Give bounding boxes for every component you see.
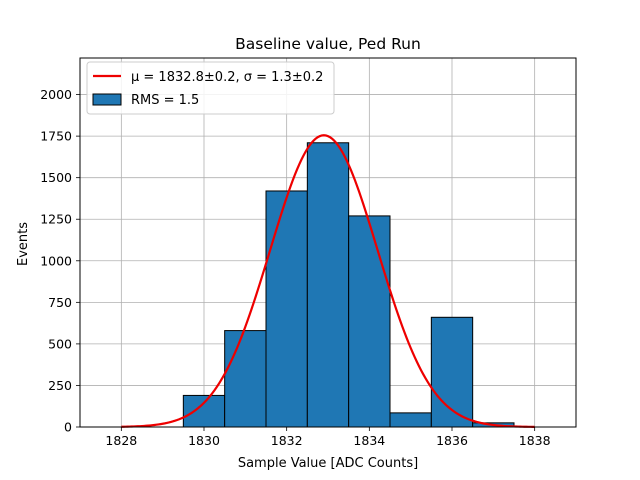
y-tick-label: 750 bbox=[48, 295, 72, 310]
y-tick-label: 1250 bbox=[40, 212, 72, 227]
y-tick-label: 2000 bbox=[40, 87, 72, 102]
histogram-bars bbox=[182, 142, 515, 428]
legend-box bbox=[86, 61, 335, 115]
gaussian-fit-curve bbox=[121, 134, 535, 428]
legend-histogram-swatch bbox=[92, 93, 122, 106]
x-tick-label: 1836 bbox=[436, 433, 468, 448]
y-tick-label: 1000 bbox=[40, 253, 72, 268]
legend-fit-label: μ = 1832.8±0.2, σ = 1.3±0.2 bbox=[131, 70, 323, 85]
x-tick-label: 1828 bbox=[105, 433, 137, 448]
y-tick-label: 1750 bbox=[40, 129, 72, 144]
axes-frame bbox=[79, 57, 577, 428]
histogram-bar bbox=[389, 412, 432, 428]
x-axis-label: Sample Value [ADC Counts] bbox=[238, 456, 418, 471]
chart-title: Baseline value, Ped Run bbox=[235, 35, 421, 53]
y-tick-label: 0 bbox=[64, 420, 72, 435]
y-tick-label: 250 bbox=[48, 378, 72, 393]
y-tick-label: 500 bbox=[48, 336, 72, 351]
y-axis-label: Events bbox=[16, 222, 31, 266]
x-tick-label: 1834 bbox=[353, 433, 385, 448]
y-tick-label: 1500 bbox=[40, 170, 72, 185]
x-axis-ticks: 1828 1830 1832 1834 1836 1838 bbox=[105, 427, 551, 448]
histogram-bar bbox=[306, 142, 350, 428]
histogram-bar bbox=[182, 394, 226, 428]
histogram-bar bbox=[348, 215, 391, 428]
y-axis-ticks: 0 250 500 750 1000 1250 1500 1750 2000 bbox=[40, 87, 80, 435]
histogram-bar bbox=[224, 330, 267, 428]
x-tick-label: 1832 bbox=[271, 433, 303, 448]
x-tick-label: 1830 bbox=[188, 433, 220, 448]
histogram-bar bbox=[265, 190, 308, 428]
legend: μ = 1832.8±0.2, σ = 1.3±0.2 RMS = 1.5 bbox=[86, 61, 335, 115]
legend-histogram-label: RMS = 1.5 bbox=[131, 93, 199, 108]
x-tick-label: 1838 bbox=[519, 433, 551, 448]
